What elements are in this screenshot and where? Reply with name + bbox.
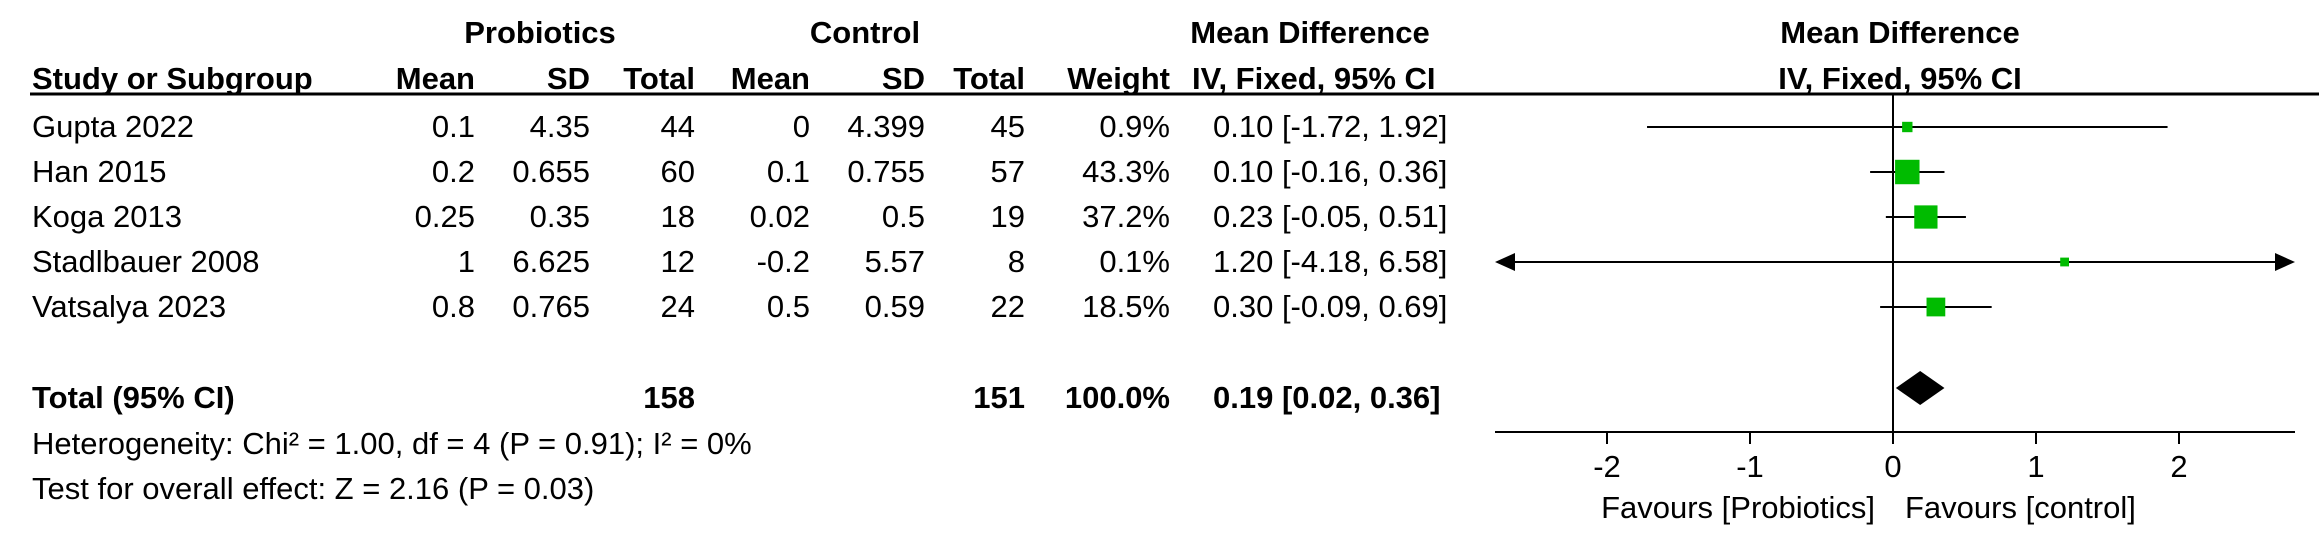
ci-arrow-left [1495, 253, 1515, 271]
study-name-cell: Gupta 2022 [32, 109, 195, 144]
total2-column-header: Total [953, 61, 1025, 96]
study-total1-cell: 44 [660, 109, 695, 144]
study-total1-cell: 18 [660, 199, 695, 234]
study-sd1-cell: 6.625 [512, 244, 590, 279]
study-column-header: Study or Subgroup [32, 61, 313, 96]
study-sd1-cell: 0.655 [512, 154, 590, 189]
study-sd1-cell: 4.35 [529, 109, 590, 144]
x-tick-label: 1 [2027, 449, 2044, 484]
study-name-cell: Vatsalya 2023 [32, 289, 227, 324]
mean2-column-header: Mean [730, 61, 810, 96]
study-total2-cell: 8 [1007, 244, 1025, 279]
study-total1-cell: 24 [660, 289, 695, 324]
study-ci-cell: 0.30 [-0.09, 0.69] [1213, 289, 1448, 324]
plot-method-header: IV, Fixed, 95% CI [1778, 61, 2022, 96]
probiotics-group-header: Probiotics [464, 15, 616, 50]
study-ci-cell: 0.10 [-1.72, 1.92] [1213, 109, 1448, 144]
study-mean2-cell: 0.1 [766, 154, 810, 189]
study-mean1-cell: 1 [457, 244, 475, 279]
study-sd2-cell: 0.755 [847, 154, 925, 189]
study-ci-cell: 0.10 [-0.16, 0.36] [1213, 154, 1448, 189]
favours-left-label: Favours [Probiotics] [1601, 490, 1875, 525]
summary-diamond [1895, 371, 1945, 405]
study-sd1-cell: 0.35 [529, 199, 590, 234]
study-mean2-cell: -0.2 [756, 244, 810, 279]
study-mean1-cell: 0.8 [431, 289, 475, 324]
x-tick-label: -2 [1593, 449, 1621, 484]
study-sd2-cell: 0.5 [881, 199, 925, 234]
study-point [2060, 257, 2069, 267]
study-weight-cell: 0.9% [1099, 109, 1170, 144]
study-ci-cell: 0.23 [-0.05, 0.51] [1213, 199, 1448, 234]
study-name-cell: Han 2015 [32, 154, 167, 189]
study-name-cell: Koga 2013 [32, 199, 182, 234]
ci-column-header: IV, Fixed, 95% CI [1192, 61, 1436, 96]
study-total2-cell: 57 [990, 154, 1025, 189]
mean-difference-header: Mean Difference [1190, 15, 1430, 50]
total1-column-header: Total [623, 61, 695, 96]
study-mean2-cell: 0.02 [749, 199, 810, 234]
study-point [1902, 121, 1913, 133]
study-sd2-cell: 5.57 [864, 244, 925, 279]
x-tick-label: 2 [2170, 449, 2187, 484]
study-ci-cell: 1.20 [-4.18, 6.58] [1213, 244, 1448, 279]
study-weight-cell: 43.3% [1082, 154, 1170, 189]
study-total1-cell: 60 [660, 154, 695, 189]
heterogeneity-text: Heterogeneity: Chi² = 1.00, df = 4 (P = … [32, 426, 752, 461]
x-tick-label: 0 [1884, 449, 1901, 484]
mean1-column-header: Mean [395, 61, 475, 96]
study-sd1-cell: 0.765 [512, 289, 590, 324]
ci-arrow-right [2275, 253, 2295, 271]
study-mean2-cell: 0 [792, 109, 810, 144]
study-weight-cell: 0.1% [1099, 244, 1170, 279]
sd1-column-header: SD [546, 61, 590, 96]
total-weight-value: 100.0% [1064, 380, 1170, 415]
study-total2-cell: 19 [990, 199, 1025, 234]
total1-value: 158 [643, 380, 695, 415]
study-point [1926, 297, 1946, 317]
study-mean2-cell: 0.5 [766, 289, 810, 324]
study-mean1-cell: 0.2 [431, 154, 475, 189]
study-name-cell: Stadlbauer 2008 [32, 244, 260, 279]
study-sd2-cell: 0.59 [864, 289, 925, 324]
study-weight-cell: 37.2% [1082, 199, 1170, 234]
total-ci-value: 0.19 [0.02, 0.36] [1213, 380, 1441, 415]
study-total1-cell: 12 [660, 244, 695, 279]
study-sd2-cell: 4.399 [847, 109, 925, 144]
favours-right-label: Favours [control] [1905, 490, 2136, 525]
study-mean1-cell: 0.25 [414, 199, 475, 234]
study-point [1914, 205, 1938, 229]
study-mean1-cell: 0.1 [431, 109, 475, 144]
plot-mean-difference-header: Mean Difference [1780, 15, 2020, 50]
study-weight-cell: 18.5% [1082, 289, 1170, 324]
sd2-column-header: SD [881, 61, 925, 96]
control-group-header: Control [809, 15, 921, 50]
x-tick-label: -1 [1736, 449, 1764, 484]
study-total2-cell: 22 [990, 289, 1025, 324]
weight-column-header: Weight [1067, 61, 1170, 96]
total-label: Total (95% CI) [32, 380, 235, 415]
study-total2-cell: 45 [990, 109, 1025, 144]
study-point [1895, 159, 1920, 185]
overall-effect-text: Test for overall effect: Z = 2.16 (P = 0… [32, 471, 595, 506]
total2-value: 151 [973, 380, 1025, 415]
